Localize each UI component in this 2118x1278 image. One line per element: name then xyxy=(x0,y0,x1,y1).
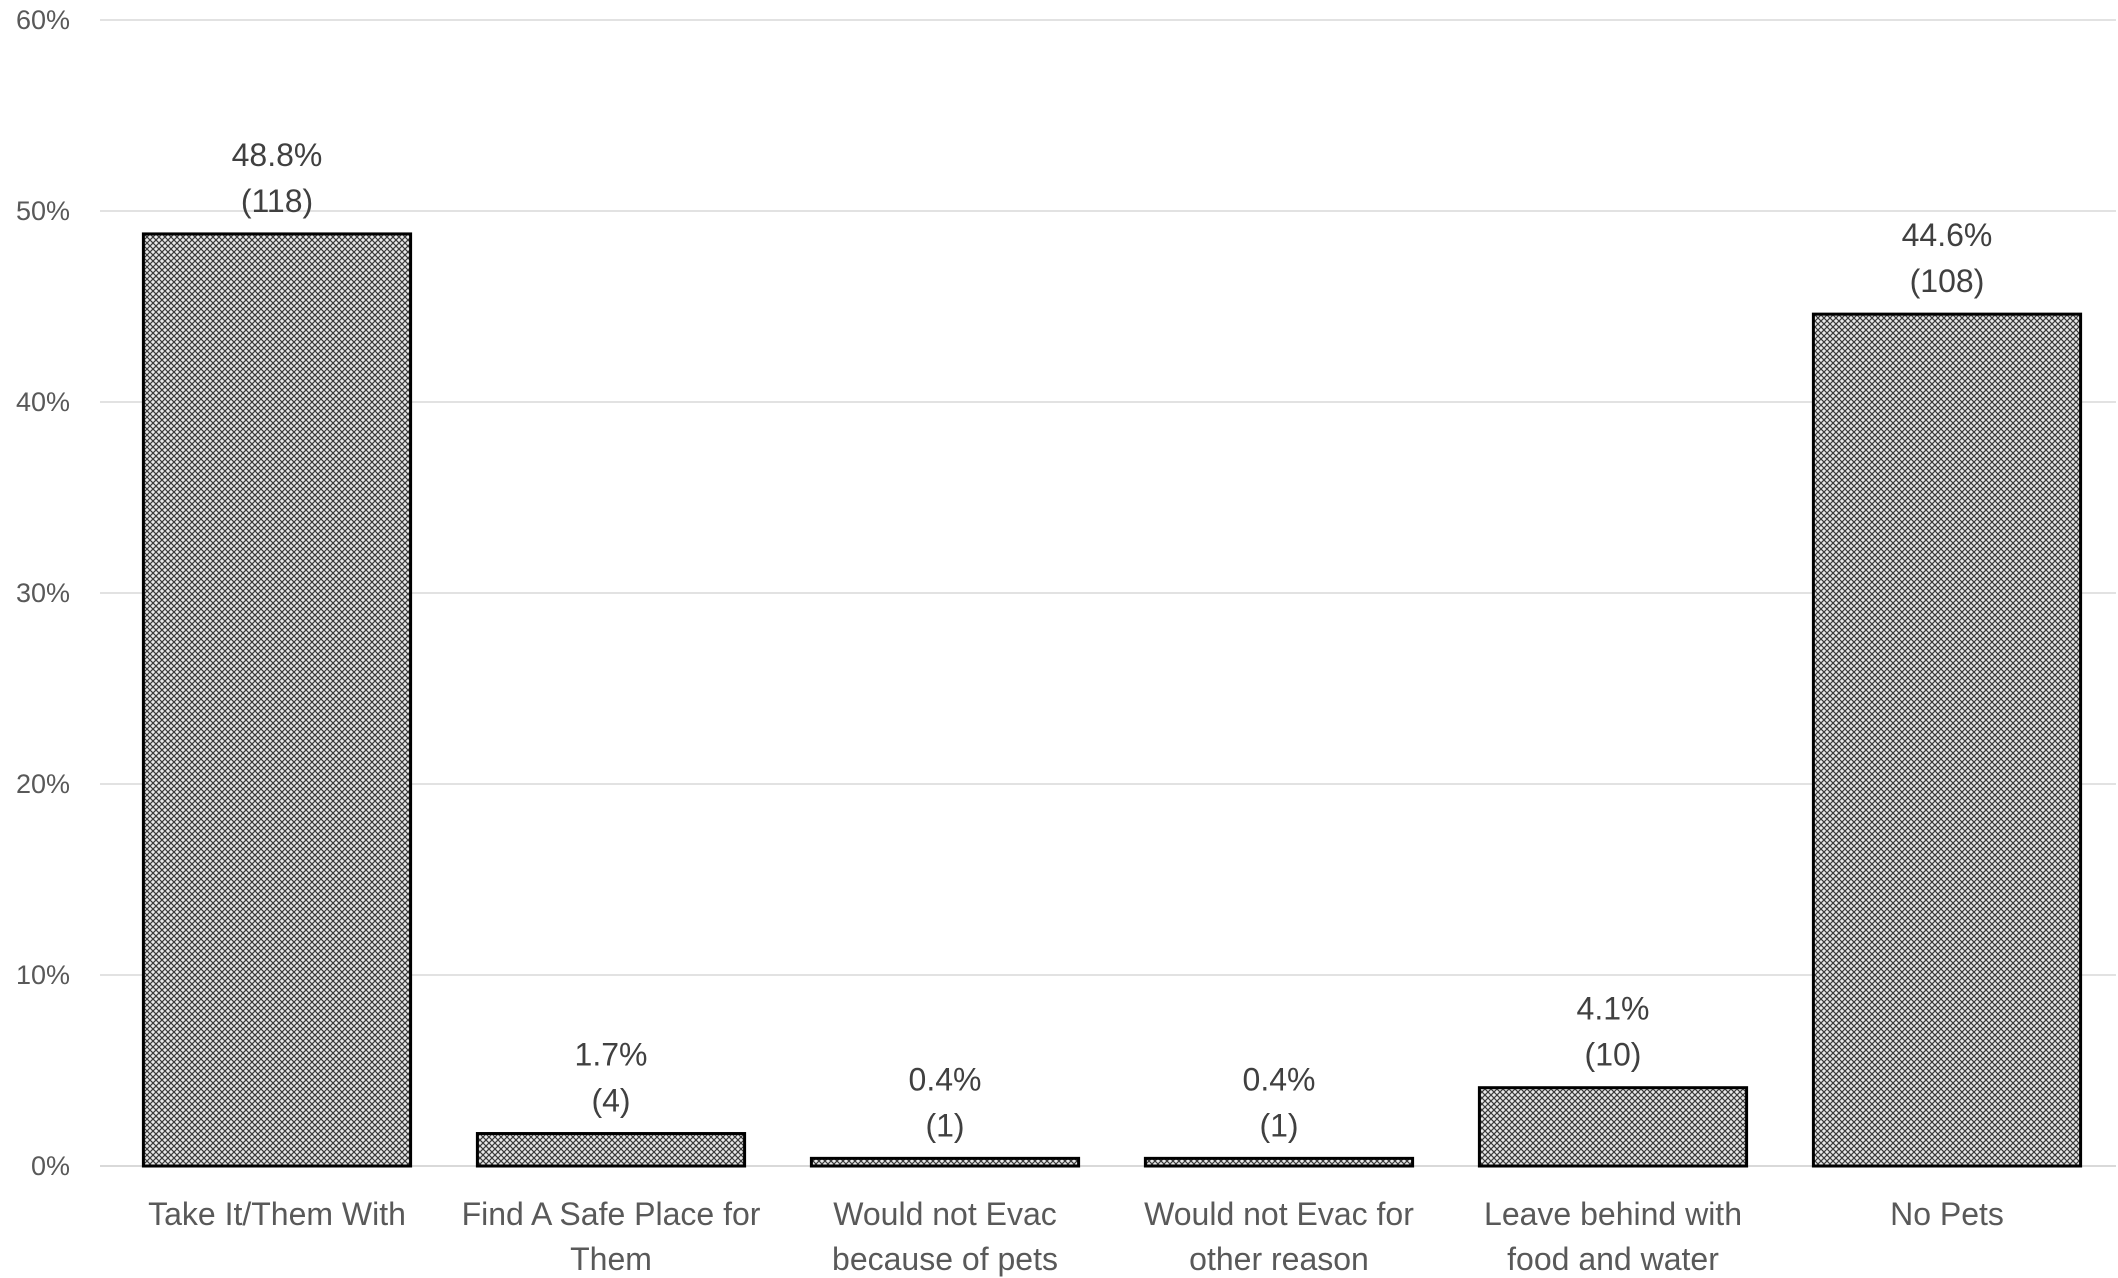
x-tick-label: Would not Evac xyxy=(833,1196,1057,1232)
bar xyxy=(1477,1086,1749,1168)
data-label-percent: 0.4% xyxy=(909,1061,982,1097)
x-tick-label: Them xyxy=(570,1241,652,1277)
x-tick-label: other reason xyxy=(1189,1241,1369,1277)
x-tick-label: Leave behind with xyxy=(1484,1196,1742,1232)
x-tick-label: Find A Safe Place for xyxy=(462,1196,761,1232)
data-label-count: (1) xyxy=(1259,1107,1298,1143)
gridlines xyxy=(100,19,2116,1167)
y-tick-label: 30% xyxy=(16,578,70,608)
x-tick-label: No Pets xyxy=(1890,1196,2004,1232)
x-axis: Take It/Them With Find A Safe Place for Th… xyxy=(148,1196,2004,1277)
data-label-percent: 48.8% xyxy=(232,137,323,173)
y-axis: 0% 10% 20% 30% 40% 50% 60% xyxy=(16,5,70,1181)
data-label-count: (4) xyxy=(591,1083,630,1119)
data-label-count: (1) xyxy=(925,1107,964,1143)
bars xyxy=(141,232,2083,1168)
data-label-count: (108) xyxy=(1910,263,1985,299)
y-tick-label: 50% xyxy=(16,196,70,226)
y-tick-label: 60% xyxy=(16,5,70,35)
x-tick-label: Would not Evac for xyxy=(1144,1196,1414,1232)
bar xyxy=(1811,312,2083,1168)
bar xyxy=(141,232,413,1168)
bar xyxy=(809,1156,1081,1168)
y-tick-label: 20% xyxy=(16,769,70,799)
x-tick-label: Take It/Them With xyxy=(148,1196,406,1232)
data-label-percent: 1.7% xyxy=(575,1037,648,1073)
bar xyxy=(475,1132,747,1168)
y-tick-label: 40% xyxy=(16,387,70,417)
y-tick-label: 10% xyxy=(16,960,70,990)
data-label-percent: 44.6% xyxy=(1902,217,1993,253)
bar xyxy=(1143,1156,1415,1168)
data-label-count: (118) xyxy=(241,183,313,219)
x-tick-label: food and water xyxy=(1507,1241,1719,1277)
x-tick-label: because of pets xyxy=(832,1241,1058,1277)
data-label-percent: 4.1% xyxy=(1577,991,1650,1027)
data-label-count: (10) xyxy=(1585,1037,1642,1073)
data-label-percent: 0.4% xyxy=(1243,1061,1316,1097)
y-tick-label: 0% xyxy=(31,1151,70,1181)
data-labels: 48.8% (118) 1.7% (4) 0.4% (1) 0.4% (1) 4.1% (10) 4… xyxy=(232,137,1993,1143)
